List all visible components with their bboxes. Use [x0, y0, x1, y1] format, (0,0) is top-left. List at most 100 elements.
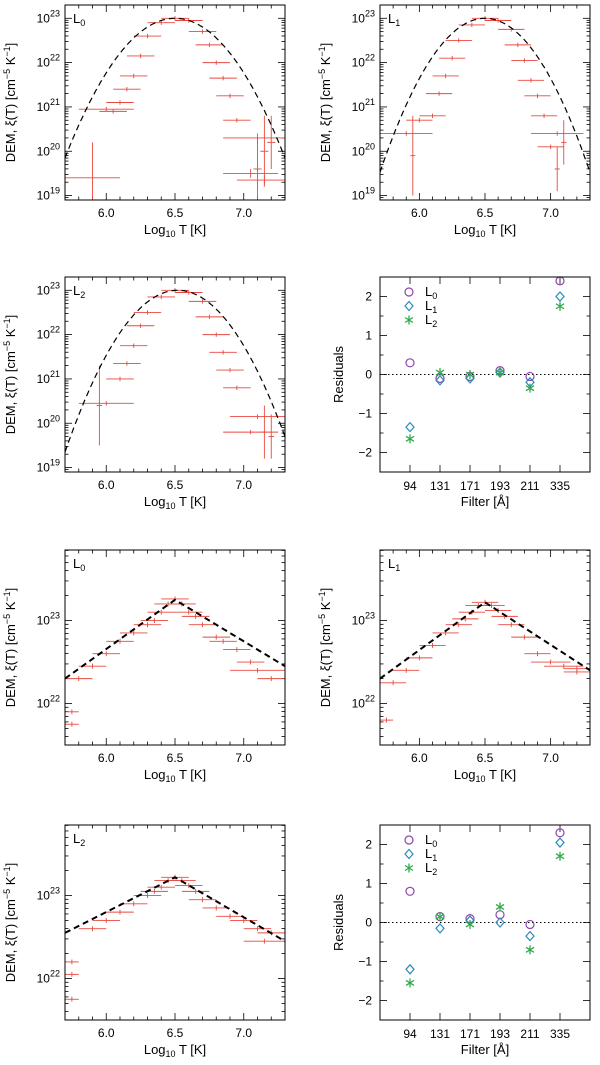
marker-L2-94 — [405, 978, 415, 988]
series-L2 — [405, 851, 565, 988]
legend-marker-asterisk — [404, 863, 414, 873]
error-bars — [65, 874, 285, 1002]
x-tick-label: 6.0 — [411, 206, 428, 220]
dem-panel-5: 6.0 6.5 7.0 1022 1023 L1 Log10 T [K] DEM, ξ(T) … — [317, 549, 591, 784]
x-axis-label: Log10 T [K] — [454, 222, 516, 239]
y-tick-label: −1 — [358, 407, 372, 421]
y-tick-label: 1019 — [37, 458, 60, 475]
y-tick-label: 1019 — [352, 186, 375, 203]
y-tick-label: 1022 — [37, 53, 60, 70]
error-bars — [380, 599, 590, 723]
asterisk-stroke — [465, 371, 475, 378]
x-axis-label: Log10 T [K] — [144, 1042, 206, 1059]
marker-L1-335 — [555, 291, 565, 302]
legend-label: L1 — [425, 298, 437, 315]
asterisk-stroke — [495, 369, 505, 376]
marker-L0-211 — [525, 919, 535, 930]
x-axis-label: Filter [Å] — [461, 1042, 509, 1057]
y-axis-label: Residuals — [331, 345, 346, 403]
legend-marker-diamond — [404, 300, 414, 312]
x-tick-label: 6.0 — [98, 1026, 115, 1040]
x-axis-label: Log10 T [K] — [144, 494, 206, 511]
x-tick-label: 131 — [430, 479, 450, 493]
x-tick-label: 6.0 — [411, 751, 428, 765]
legend-label: L2 — [425, 312, 437, 329]
y-tick-label: 1023 — [37, 8, 60, 25]
asterisk-stroke — [404, 316, 414, 324]
plot-frame — [64, 549, 286, 746]
x-tick-label: 6.0 — [98, 478, 115, 492]
error-bars — [65, 16, 285, 200]
plot-frame — [379, 4, 591, 201]
asterisk-stroke — [405, 435, 415, 442]
marker-L1-94 — [405, 421, 415, 433]
marker-L2-211 — [525, 383, 535, 393]
y-axis-label: DEM, ξ(T) [cm−5 K−1] — [2, 43, 18, 163]
x-tick-label: 6.0 — [98, 751, 115, 765]
panel-label: L2 — [73, 283, 85, 300]
panel-label: L1 — [388, 556, 400, 573]
x-tick-label: 335 — [550, 479, 570, 493]
legend-marker-circle — [404, 835, 414, 845]
marker-L2-131 — [435, 368, 445, 378]
legend-label: L2 — [425, 860, 437, 877]
y-tick-label: 1022 — [352, 53, 375, 70]
marker-L0-335 — [555, 828, 565, 838]
fit-curve — [65, 17, 285, 159]
x-tick-label: 6.5 — [167, 1026, 184, 1040]
legend-label: L0 — [425, 284, 437, 301]
x-tick-label: 7.0 — [235, 478, 252, 492]
y-tick-label: 1021 — [37, 369, 60, 386]
asterisk-stroke — [525, 385, 535, 392]
fit-curve — [65, 289, 285, 453]
x-tick-label: 171 — [460, 479, 480, 493]
panel-label: L1 — [388, 11, 400, 28]
marker-L0-94 — [405, 358, 415, 368]
x-tick-label: 6.5 — [477, 206, 494, 220]
x-axis-label: Log10 T [K] — [144, 222, 206, 239]
legend-marker-asterisk — [404, 315, 414, 325]
y-tick-label: 1022 — [37, 969, 60, 986]
marker-L2-335 — [555, 301, 565, 311]
marker-L2-193 — [495, 368, 505, 378]
y-tick-label: −2 — [358, 994, 372, 1008]
panel-label: L2 — [73, 831, 85, 848]
marker-L2-335 — [555, 851, 565, 861]
asterisk-stroke — [555, 853, 565, 860]
y-axis-label: Residuals — [331, 893, 346, 951]
series-L1 — [405, 837, 565, 975]
x-tick-label: 7.0 — [542, 751, 559, 765]
error-bars — [380, 16, 584, 196]
y-tick-label: 1022 — [352, 694, 375, 711]
asterisk-stroke — [404, 864, 414, 872]
marker-L1-335 — [555, 837, 565, 848]
x-tick-label: 6.5 — [167, 751, 184, 765]
x-tick-label: 7.0 — [235, 1026, 252, 1040]
marker-L1-131 — [435, 374, 445, 386]
dem-panel-1: 6.0 6.5 7.0 1019 1020 1021 1022 1023 L1 Log10 T [… — [317, 4, 591, 239]
y-tick-label: 1021 — [352, 97, 375, 114]
dem-panel-2: 6.0 6.5 7.0 1019 1020 1021 1022 1023 L2 Log10 T [… — [2, 276, 286, 511]
asterisk-stroke — [405, 979, 415, 987]
marker-L0-211 — [525, 371, 535, 382]
y-tick-label: 1023 — [37, 611, 60, 628]
fit-curve — [380, 601, 590, 680]
marker-L0-94 — [405, 886, 415, 896]
y-tick-label: 1023 — [352, 8, 375, 25]
panel-label: L0 — [73, 11, 85, 28]
dem-panel-4: 6.0 6.5 7.0 1022 1023 L0 Log10 T [K] DEM, ξ(T) … — [2, 549, 286, 784]
plot-frame — [64, 276, 286, 473]
x-tick-label: 171 — [460, 1027, 480, 1041]
fit-curve — [380, 17, 590, 173]
y-tick-label: 1 — [365, 329, 372, 343]
x-tick-label: 211 — [520, 479, 539, 493]
asterisk-stroke — [495, 903, 505, 910]
y-tick-label: 1023 — [37, 886, 60, 903]
marker-L2-171 — [465, 370, 475, 379]
x-tick-label: 193 — [490, 479, 510, 493]
y-tick-label: −1 — [358, 955, 372, 969]
